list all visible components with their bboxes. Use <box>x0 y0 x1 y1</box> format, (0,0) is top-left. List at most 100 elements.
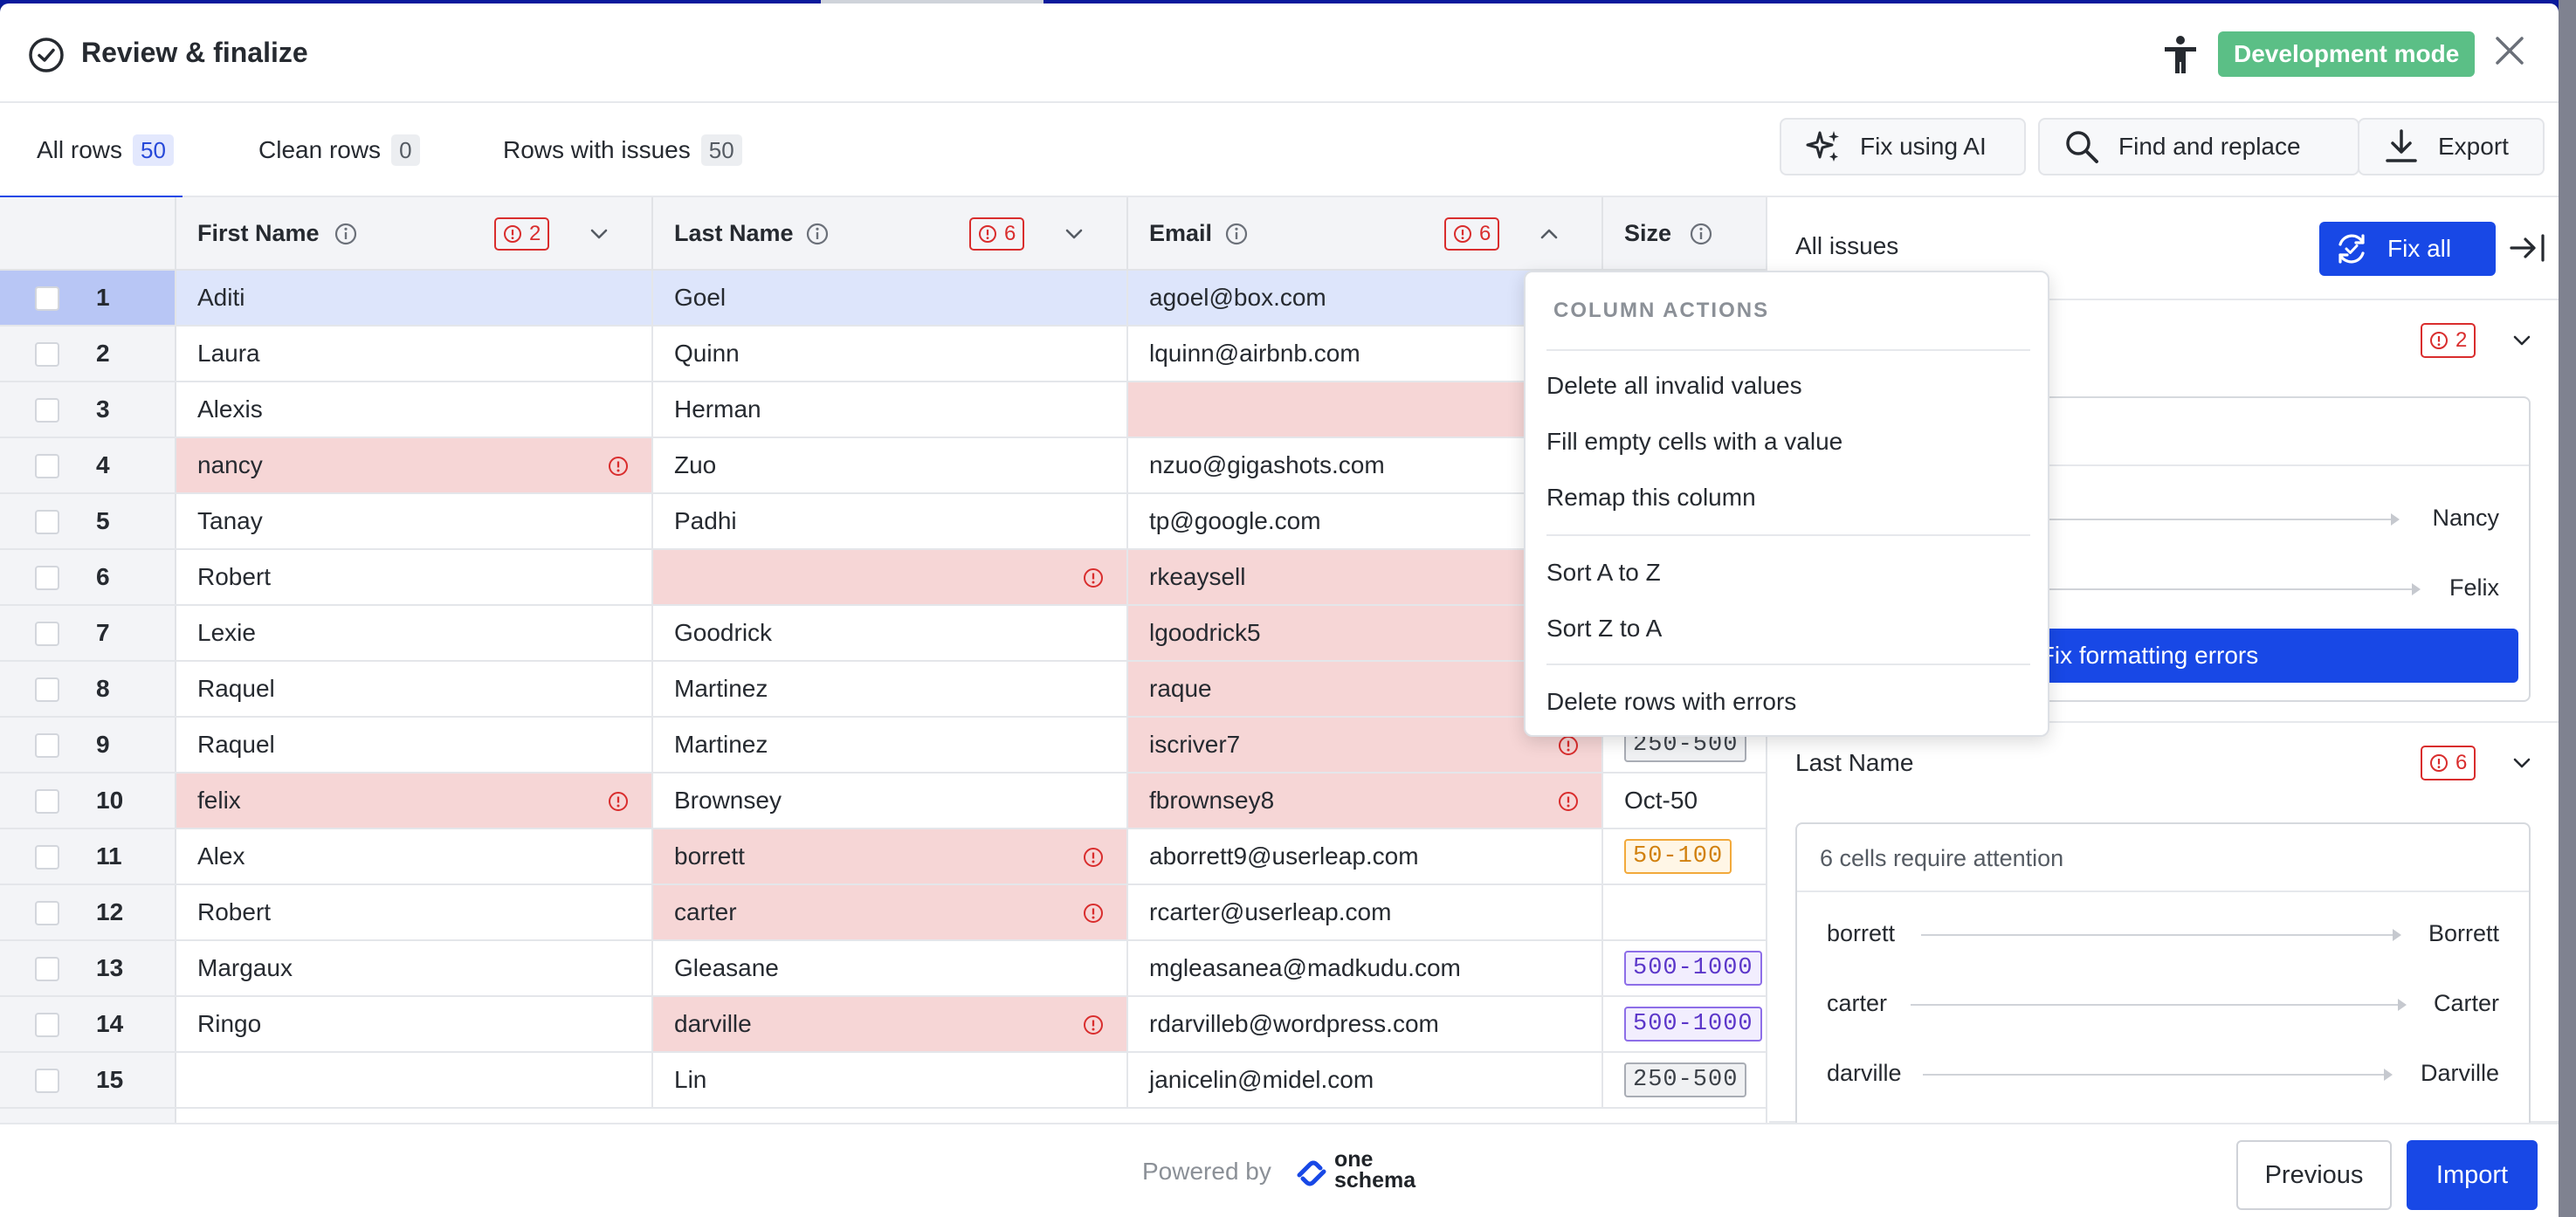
menu-item-sort-a-z[interactable]: Sort A to Z <box>1546 559 1661 586</box>
cell-last-name[interactable]: Zuo <box>653 438 1128 492</box>
menu-item-delete-invalid[interactable]: Delete all invalid values <box>1546 372 1802 399</box>
column-header-last-name[interactable]: Last Name 6 <box>653 197 1128 271</box>
chevron-down-icon[interactable] <box>1062 222 1086 246</box>
cell-email[interactable]: nzuo@gigashots.com <box>1128 438 1603 492</box>
export-button[interactable]: Export <box>2358 118 2545 175</box>
cell-first-name[interactable]: Lexie <box>176 606 653 660</box>
chevron-down-icon[interactable] <box>2510 328 2534 353</box>
accessibility-icon[interactable] <box>2161 35 2200 75</box>
cell-first-name[interactable]: Alexis <box>176 382 653 437</box>
fix-suggestion-row[interactable]: Nancy <box>1797 482 2529 552</box>
column-header-email[interactable]: Email 6 <box>1128 197 1603 271</box>
cell-last-name[interactable]: Padhi <box>653 494 1128 548</box>
cell-first-name[interactable]: Robert <box>176 550 653 604</box>
fix-suggestion-row[interactable]: darville Darville <box>1797 1037 2529 1107</box>
cell-last-name[interactable]: Goel <box>653 271 1128 325</box>
row-checkbox[interactable] <box>35 1069 59 1093</box>
row-checkbox[interactable] <box>35 957 59 981</box>
close-icon[interactable] <box>2494 35 2525 66</box>
table-row[interactable]: 5 Tanay Padhi tp@google.com <box>0 494 1766 550</box>
cell-email[interactable]: mgleasanea@madkudu.com <box>1128 941 1603 995</box>
cell-first-name[interactable]: felix <box>176 774 653 828</box>
cell-first-name[interactable]: Margaux <box>176 941 653 995</box>
table-row[interactable]: 8 Raquel Martinez raque <box>0 662 1766 718</box>
cell-size[interactable]: Oct-50 <box>1603 774 1766 828</box>
cell-email[interactable]: fbrownsey8 <box>1128 774 1603 828</box>
row-checkbox[interactable] <box>35 845 59 870</box>
cell-size[interactable]: 500-1000 <box>1603 941 1766 995</box>
cell-first-name[interactable]: Aditi <box>176 271 653 325</box>
menu-item-fill-empty[interactable]: Fill empty cells with a value <box>1546 428 1843 455</box>
chevron-down-icon[interactable] <box>587 222 611 246</box>
fix-suggestion-row[interactable]: Felix <box>1797 552 2529 622</box>
cell-email[interactable]: aborrett9@userleap.com <box>1128 829 1603 884</box>
table-row[interactable]: 10 felix Brownsey fbrownsey8 Oct-50 <box>0 774 1766 829</box>
column-header-first-name[interactable]: First Name 2 <box>176 197 653 271</box>
cell-last-name[interactable]: borrett <box>653 829 1128 884</box>
row-checkbox[interactable] <box>35 342 59 367</box>
row-checkbox[interactable] <box>35 398 59 423</box>
table-row[interactable]: 6 Robert rkeaysell <box>0 550 1766 606</box>
cell-first-name[interactable]: Alex <box>176 829 653 884</box>
chevron-up-icon[interactable] <box>1537 222 1561 246</box>
row-checkbox[interactable] <box>35 566 59 590</box>
table-row[interactable]: 12 Robert carter rcarter@userleap.com <box>0 885 1766 941</box>
info-icon[interactable] <box>1224 222 1249 246</box>
cell-last-name[interactable] <box>653 550 1128 604</box>
menu-item-remap-column[interactable]: Remap this column <box>1546 484 1756 511</box>
cell-last-name[interactable]: Brownsey <box>653 774 1128 828</box>
table-row[interactable]: 2 Laura Quinn lquinn@airbnb.com <box>0 327 1766 382</box>
info-icon[interactable] <box>334 222 358 246</box>
previous-button[interactable]: Previous <box>2236 1140 2392 1210</box>
cell-last-name[interactable]: Lin <box>653 1053 1128 1107</box>
table-row[interactable]: 11 Alex borrett aborrett9@userleap.com 50-10… <box>0 829 1766 885</box>
find-and-replace-button[interactable]: Find and replace <box>2038 118 2359 175</box>
cell-last-name[interactable]: Quinn <box>653 327 1128 381</box>
menu-item-delete-rows-errors[interactable]: Delete rows with errors <box>1546 688 1797 715</box>
collapse-panel-icon[interactable] <box>2508 232 2546 264</box>
table-row[interactable]: 9 Raquel Martinez iscriver7 250-500 <box>0 718 1766 774</box>
cell-last-name[interactable]: Herman <box>653 382 1128 437</box>
fix-suggestion-row[interactable]: borrett Borrett <box>1797 897 2529 967</box>
cell-last-name[interactable]: Gleasane <box>653 941 1128 995</box>
cell-size[interactable]: 500-1000 <box>1603 997 1766 1051</box>
cell-last-name[interactable]: darville <box>653 997 1128 1051</box>
tab-rows-with-issues[interactable]: Rows with issues 50 <box>503 103 742 197</box>
cell-first-name[interactable]: nancy <box>176 438 653 492</box>
table-row[interactable]: 13 Margaux Gleasane mgleasanea@madkudu.com 5… <box>0 941 1766 997</box>
cell-last-name[interactable]: Martinez <box>653 718 1128 772</box>
cell-first-name[interactable]: Ringo <box>176 997 653 1051</box>
cell-first-name[interactable]: Raquel <box>176 662 653 716</box>
table-row[interactable]: 14 Ringo darville rdarvilleb@wordpress.com 5… <box>0 997 1766 1053</box>
column-header-size[interactable]: Size <box>1603 197 1766 271</box>
import-button[interactable]: Import <box>2407 1140 2538 1210</box>
fix-using-ai-button[interactable]: Fix using AI <box>1780 118 2026 175</box>
cell-first-name[interactable]: Raquel <box>176 718 653 772</box>
row-checkbox[interactable] <box>35 789 59 814</box>
cell-first-name[interactable]: Tanay <box>176 494 653 548</box>
info-icon[interactable] <box>1689 222 1713 246</box>
row-checkbox[interactable] <box>35 454 59 478</box>
fix-all-button[interactable]: Fix all <box>2319 222 2496 276</box>
row-checkbox[interactable] <box>35 286 59 311</box>
table-row[interactable]: 3 Alexis Herman <box>0 382 1766 438</box>
cell-last-name[interactable]: Martinez <box>653 662 1128 716</box>
row-checkbox[interactable] <box>35 510 59 534</box>
info-icon[interactable] <box>805 222 830 246</box>
fix-suggestion-row[interactable]: carter Carter <box>1797 967 2529 1037</box>
row-checkbox[interactable] <box>35 733 59 758</box>
row-checkbox[interactable] <box>35 901 59 925</box>
menu-item-sort-z-a[interactable]: Sort Z to A <box>1546 615 1663 642</box>
table-row[interactable]: 1 Aditi Goel agoel@box.com <box>0 271 1766 327</box>
cell-first-name[interactable]: Laura <box>176 327 653 381</box>
tab-clean-rows[interactable]: Clean rows 0 <box>258 103 420 197</box>
cell-last-name[interactable]: Goodrick <box>653 606 1128 660</box>
cell-size[interactable]: 250-500 <box>1603 1053 1766 1107</box>
cell-email[interactable]: rcarter@userleap.com <box>1128 885 1603 939</box>
row-checkbox[interactable] <box>35 622 59 646</box>
fix-formatting-errors-button[interactable]: Fix formatting errors <box>1972 629 2518 683</box>
row-checkbox[interactable] <box>35 1013 59 1037</box>
table-row[interactable]: 15 Lin janicelin@midel.com 250-500 <box>0 1053 1766 1109</box>
cell-last-name[interactable]: carter <box>653 885 1128 939</box>
cell-size[interactable] <box>1603 885 1766 939</box>
